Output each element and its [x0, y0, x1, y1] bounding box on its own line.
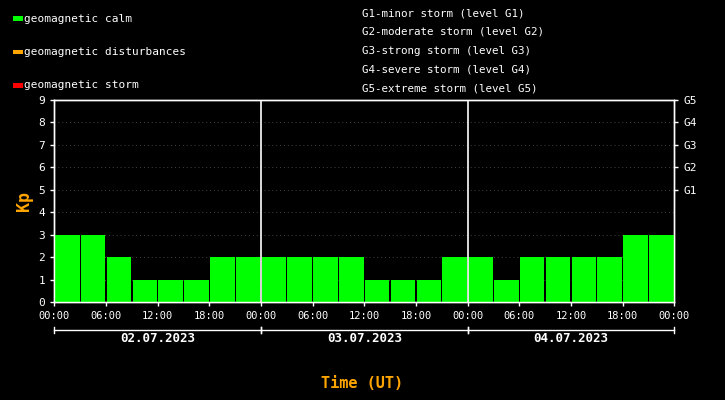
- Bar: [391, 280, 415, 302]
- Bar: [81, 235, 105, 302]
- Text: 02.07.2023: 02.07.2023: [120, 332, 195, 344]
- FancyBboxPatch shape: [13, 16, 22, 21]
- FancyBboxPatch shape: [13, 83, 22, 88]
- Bar: [236, 257, 260, 302]
- Bar: [313, 257, 338, 302]
- Text: G5-extreme storm (level G5): G5-extreme storm (level G5): [362, 84, 538, 94]
- Bar: [442, 257, 467, 302]
- Bar: [546, 257, 571, 302]
- Bar: [649, 235, 674, 302]
- Bar: [339, 257, 364, 302]
- Bar: [184, 280, 209, 302]
- Bar: [365, 280, 389, 302]
- Bar: [494, 280, 518, 302]
- Y-axis label: Kp: Kp: [15, 191, 33, 211]
- Bar: [571, 257, 596, 302]
- Text: geomagnetic calm: geomagnetic calm: [24, 14, 132, 24]
- Bar: [107, 257, 131, 302]
- Bar: [597, 257, 622, 302]
- Bar: [158, 280, 183, 302]
- Bar: [288, 257, 312, 302]
- FancyBboxPatch shape: [13, 50, 22, 54]
- Bar: [55, 235, 80, 302]
- Text: 04.07.2023: 04.07.2023: [534, 332, 608, 344]
- Text: geomagnetic storm: geomagnetic storm: [24, 80, 139, 90]
- Bar: [133, 280, 157, 302]
- Bar: [468, 257, 493, 302]
- Bar: [624, 235, 647, 302]
- Bar: [262, 257, 286, 302]
- Text: Time (UT): Time (UT): [321, 376, 404, 392]
- Text: G1-minor storm (level G1): G1-minor storm (level G1): [362, 8, 525, 18]
- Bar: [520, 257, 544, 302]
- Bar: [417, 280, 441, 302]
- Text: G4-severe storm (level G4): G4-severe storm (level G4): [362, 65, 531, 75]
- Text: G2-moderate storm (level G2): G2-moderate storm (level G2): [362, 27, 544, 37]
- Text: 03.07.2023: 03.07.2023: [327, 332, 402, 344]
- Bar: [210, 257, 234, 302]
- Text: geomagnetic disturbances: geomagnetic disturbances: [24, 47, 186, 57]
- Text: G3-strong storm (level G3): G3-strong storm (level G3): [362, 46, 531, 56]
